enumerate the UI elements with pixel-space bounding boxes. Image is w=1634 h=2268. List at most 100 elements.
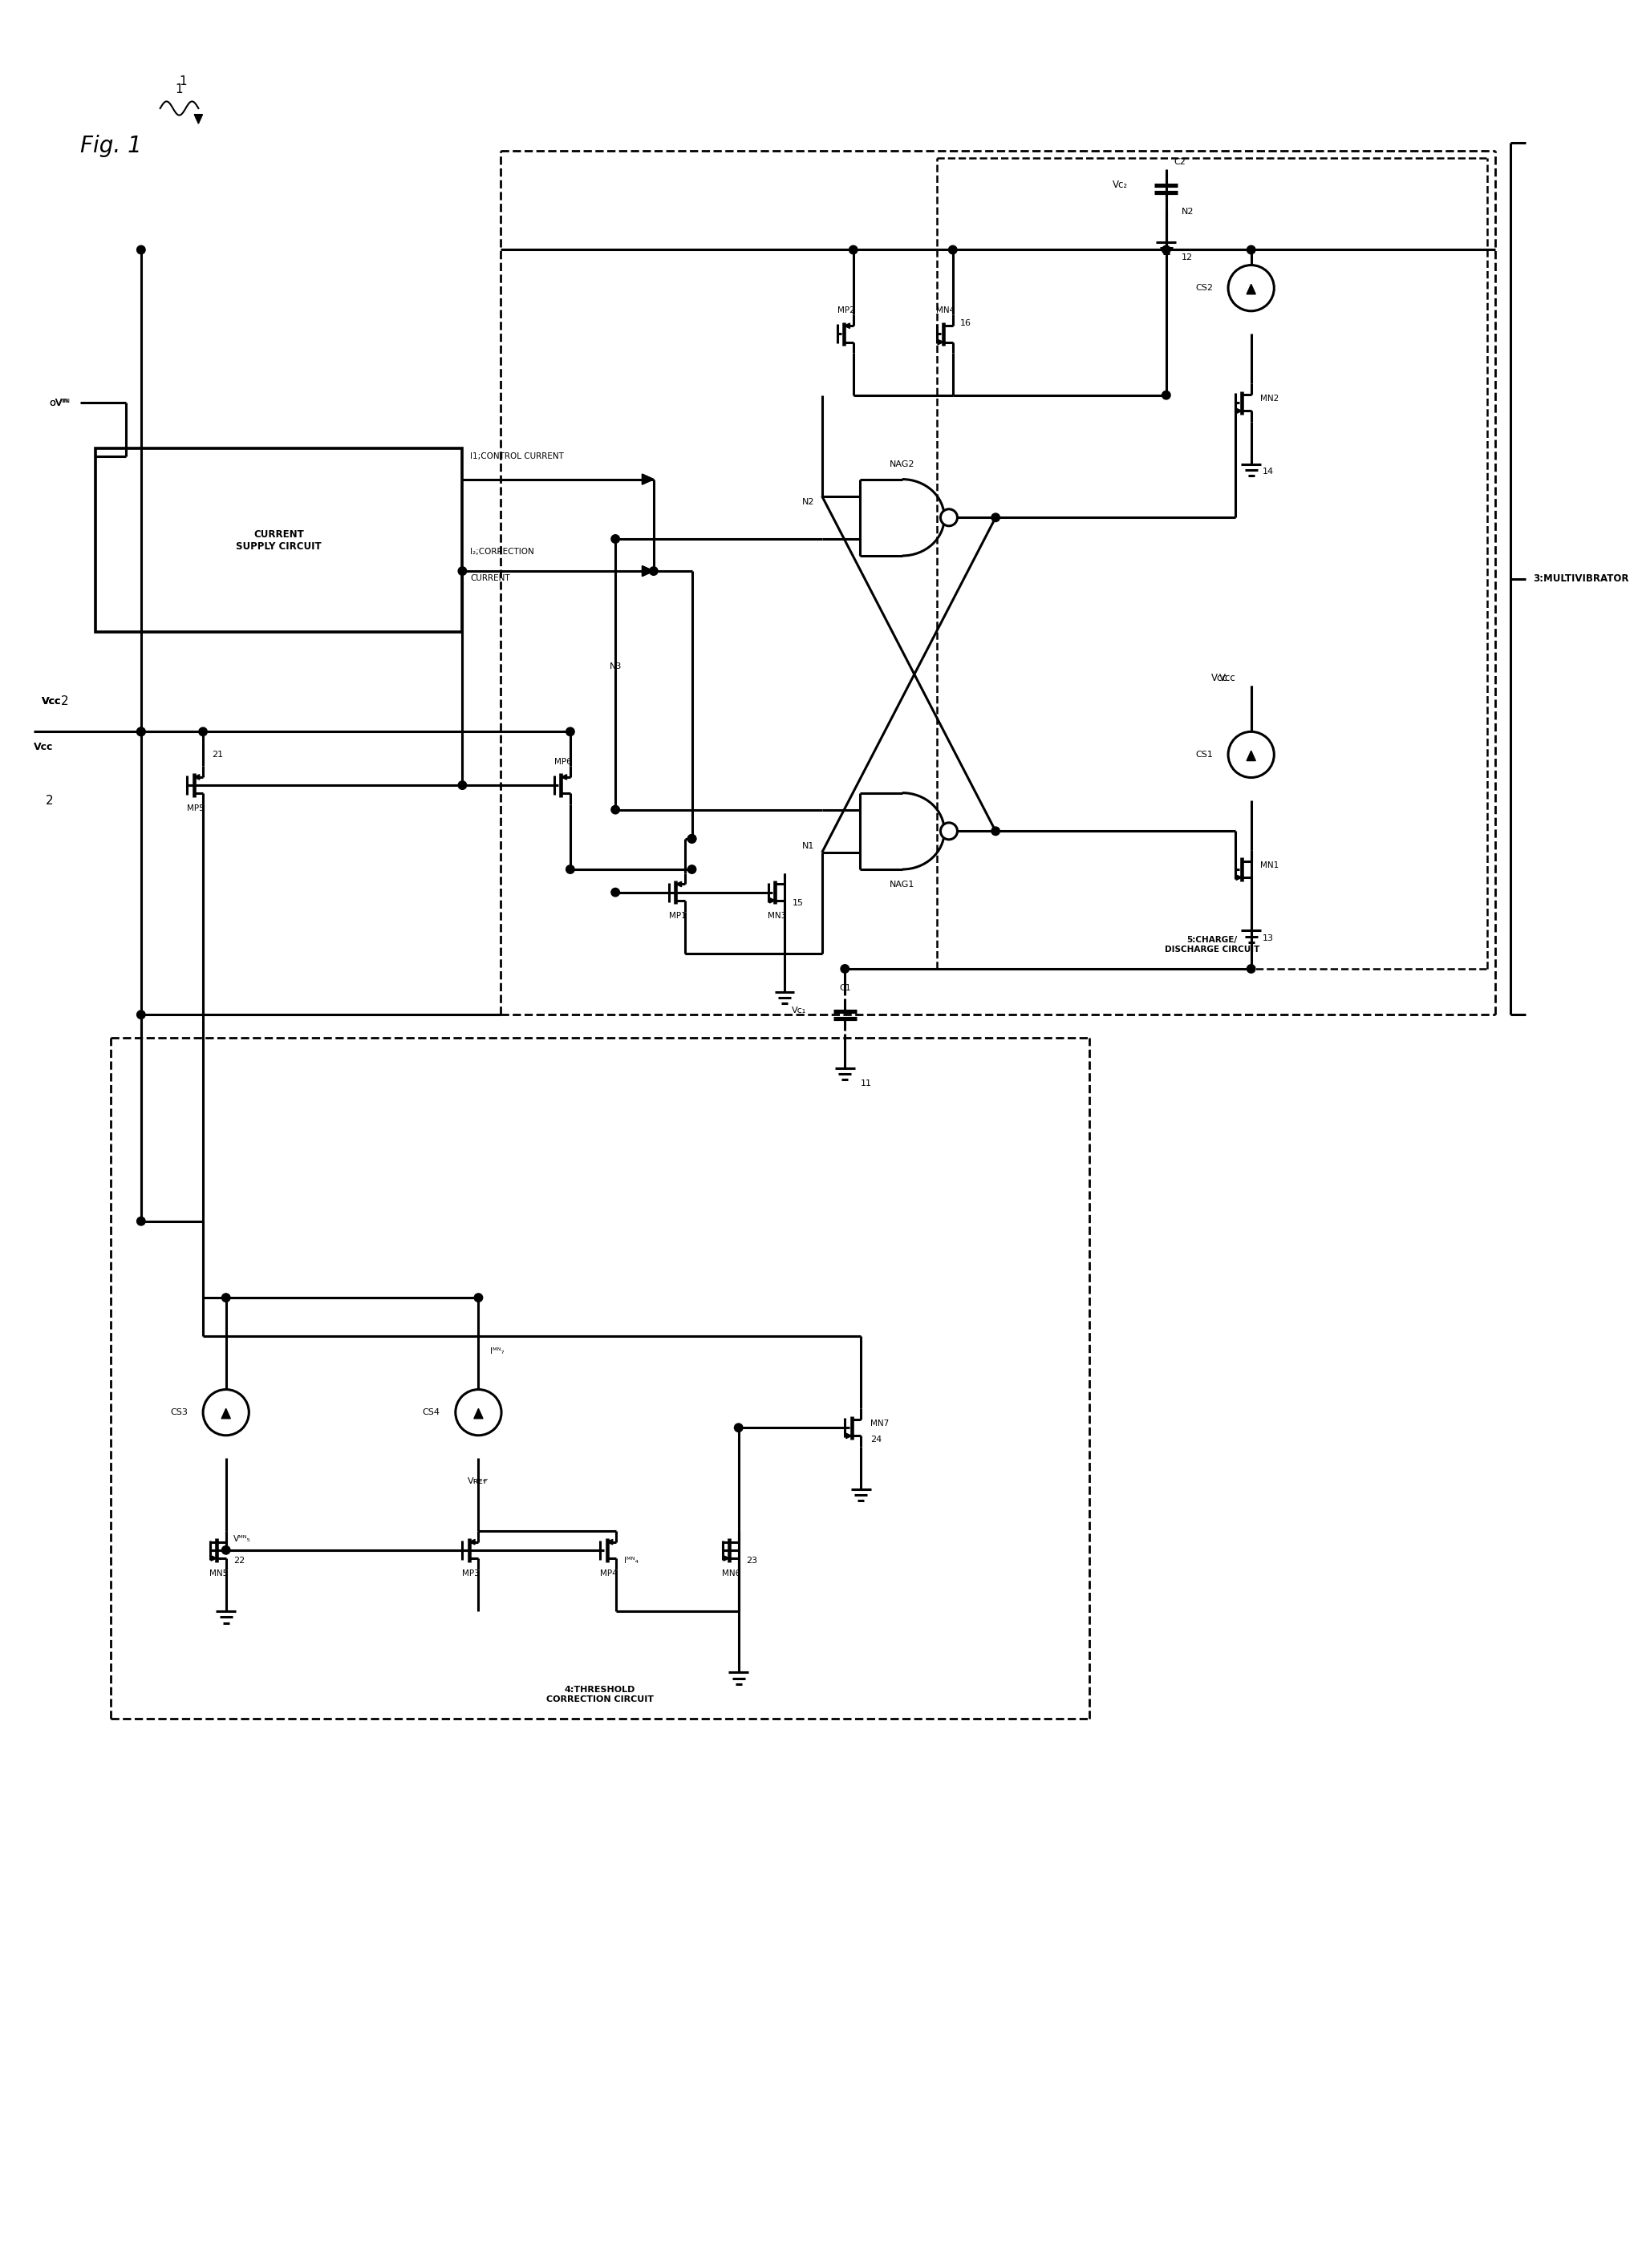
Text: N2: N2 (1181, 209, 1194, 215)
Polygon shape (1237, 875, 1242, 880)
Text: MN4: MN4 (936, 306, 954, 315)
Circle shape (949, 245, 958, 254)
Text: I₂;CORRECTION: I₂;CORRECTION (471, 549, 534, 556)
Text: 3:MULTIVIBRATOR: 3:MULTIVIBRATOR (1533, 574, 1629, 583)
Text: Vᴄᴄ: Vᴄᴄ (1219, 674, 1235, 683)
Circle shape (688, 835, 696, 844)
Text: N2: N2 (802, 499, 814, 506)
Circle shape (458, 780, 467, 789)
Polygon shape (469, 1540, 475, 1545)
Polygon shape (642, 567, 654, 576)
Text: 4:THRESHOLD
CORRECTION CIRCUIT: 4:THRESHOLD CORRECTION CIRCUIT (546, 1685, 654, 1703)
Polygon shape (1247, 284, 1255, 295)
Text: Fig. 1: Fig. 1 (80, 136, 142, 156)
Circle shape (734, 1424, 743, 1431)
Text: CS4: CS4 (423, 1408, 440, 1418)
Text: MN1: MN1 (1260, 862, 1279, 869)
Text: 11: 11 (859, 1080, 871, 1089)
Polygon shape (846, 1433, 851, 1438)
Text: N3: N3 (609, 662, 621, 671)
Polygon shape (194, 773, 199, 780)
Text: Vᴄ₂: Vᴄ₂ (1113, 179, 1127, 191)
Text: 13: 13 (1263, 934, 1275, 941)
Text: MP1: MP1 (668, 912, 686, 921)
Text: CURRENT
SUPPLY CIRCUIT: CURRENT SUPPLY CIRCUIT (235, 528, 322, 551)
Text: 1: 1 (180, 75, 186, 88)
Text: NAG1: NAG1 (889, 880, 915, 889)
Circle shape (199, 728, 208, 735)
Text: Iᴹᴺ₄: Iᴹᴺ₄ (624, 1556, 637, 1565)
Text: Vᴄ₁: Vᴄ₁ (792, 1007, 807, 1014)
Circle shape (688, 864, 696, 873)
Polygon shape (770, 898, 775, 903)
Text: CS1: CS1 (1196, 751, 1212, 758)
Text: MP5: MP5 (186, 805, 204, 812)
Polygon shape (642, 567, 654, 576)
Circle shape (137, 245, 145, 254)
Text: Vʀᴇғ: Vʀᴇғ (467, 1476, 489, 1486)
Polygon shape (642, 474, 654, 485)
Circle shape (992, 513, 1000, 522)
Polygon shape (938, 340, 943, 345)
Text: 5:CHARGE/
DISCHARGE CIRCUIT: 5:CHARGE/ DISCHARGE CIRCUIT (1165, 937, 1260, 953)
Text: 24: 24 (871, 1436, 882, 1442)
Circle shape (611, 889, 619, 896)
Text: 15: 15 (792, 898, 804, 907)
Circle shape (611, 805, 619, 814)
Text: MP4: MP4 (600, 1569, 618, 1579)
Text: MN7: MN7 (871, 1420, 889, 1429)
Text: 21: 21 (212, 751, 224, 758)
Text: I1;CONTROL CURRENT: I1;CONTROL CURRENT (471, 451, 564, 460)
Text: N1: N1 (802, 841, 814, 850)
Polygon shape (211, 1556, 217, 1560)
Text: NAG2: NAG2 (889, 460, 915, 467)
Circle shape (222, 1547, 230, 1554)
Text: 14: 14 (1263, 467, 1275, 476)
Polygon shape (676, 882, 681, 887)
Text: MN6: MN6 (722, 1569, 740, 1579)
Text: C2: C2 (1173, 159, 1186, 166)
Text: oVᴵᴺ: oVᴵᴺ (49, 397, 69, 408)
Polygon shape (642, 474, 654, 485)
Polygon shape (194, 113, 203, 122)
Circle shape (222, 1293, 230, 1302)
Text: 1: 1 (175, 84, 183, 95)
Text: MP6: MP6 (554, 758, 572, 767)
Circle shape (992, 828, 1000, 835)
Circle shape (458, 567, 467, 576)
Bar (95, 449, 462, 633)
Circle shape (850, 245, 858, 254)
Text: MN3: MN3 (768, 912, 786, 921)
Polygon shape (845, 324, 850, 329)
Text: 16: 16 (961, 320, 972, 327)
Text: MP3: MP3 (462, 1569, 480, 1579)
Circle shape (649, 567, 659, 576)
Circle shape (1247, 245, 1255, 254)
Circle shape (1247, 964, 1255, 973)
Circle shape (941, 823, 958, 839)
Polygon shape (1237, 408, 1242, 413)
Text: 23: 23 (747, 1556, 758, 1565)
Circle shape (1162, 245, 1170, 254)
Text: 22: 22 (234, 1556, 245, 1565)
Text: MN5: MN5 (209, 1569, 227, 1579)
Circle shape (1162, 390, 1170, 399)
Text: MP2: MP2 (837, 306, 855, 315)
Text: oVᴵᴺ: oVᴵᴺ (49, 397, 70, 408)
Circle shape (565, 864, 575, 873)
Polygon shape (724, 1556, 729, 1560)
Circle shape (474, 1293, 482, 1302)
Text: 2: 2 (46, 794, 54, 807)
Circle shape (137, 1012, 145, 1018)
Text: MN2: MN2 (1260, 395, 1279, 404)
Text: Vᴄᴄ: Vᴄᴄ (1211, 674, 1229, 683)
Circle shape (203, 1390, 248, 1436)
Text: CURRENT: CURRENT (471, 574, 510, 583)
Polygon shape (1247, 751, 1255, 760)
Text: Vᴄᴄ: Vᴄᴄ (41, 696, 60, 705)
Text: Iᴹᴺ₇: Iᴹᴺ₇ (490, 1347, 503, 1356)
Text: 2: 2 (60, 694, 69, 708)
Circle shape (565, 728, 575, 735)
Text: Vᴹᴺ₅: Vᴹᴺ₅ (234, 1535, 252, 1545)
Text: Vᴄᴄ: Vᴄᴄ (34, 742, 54, 753)
